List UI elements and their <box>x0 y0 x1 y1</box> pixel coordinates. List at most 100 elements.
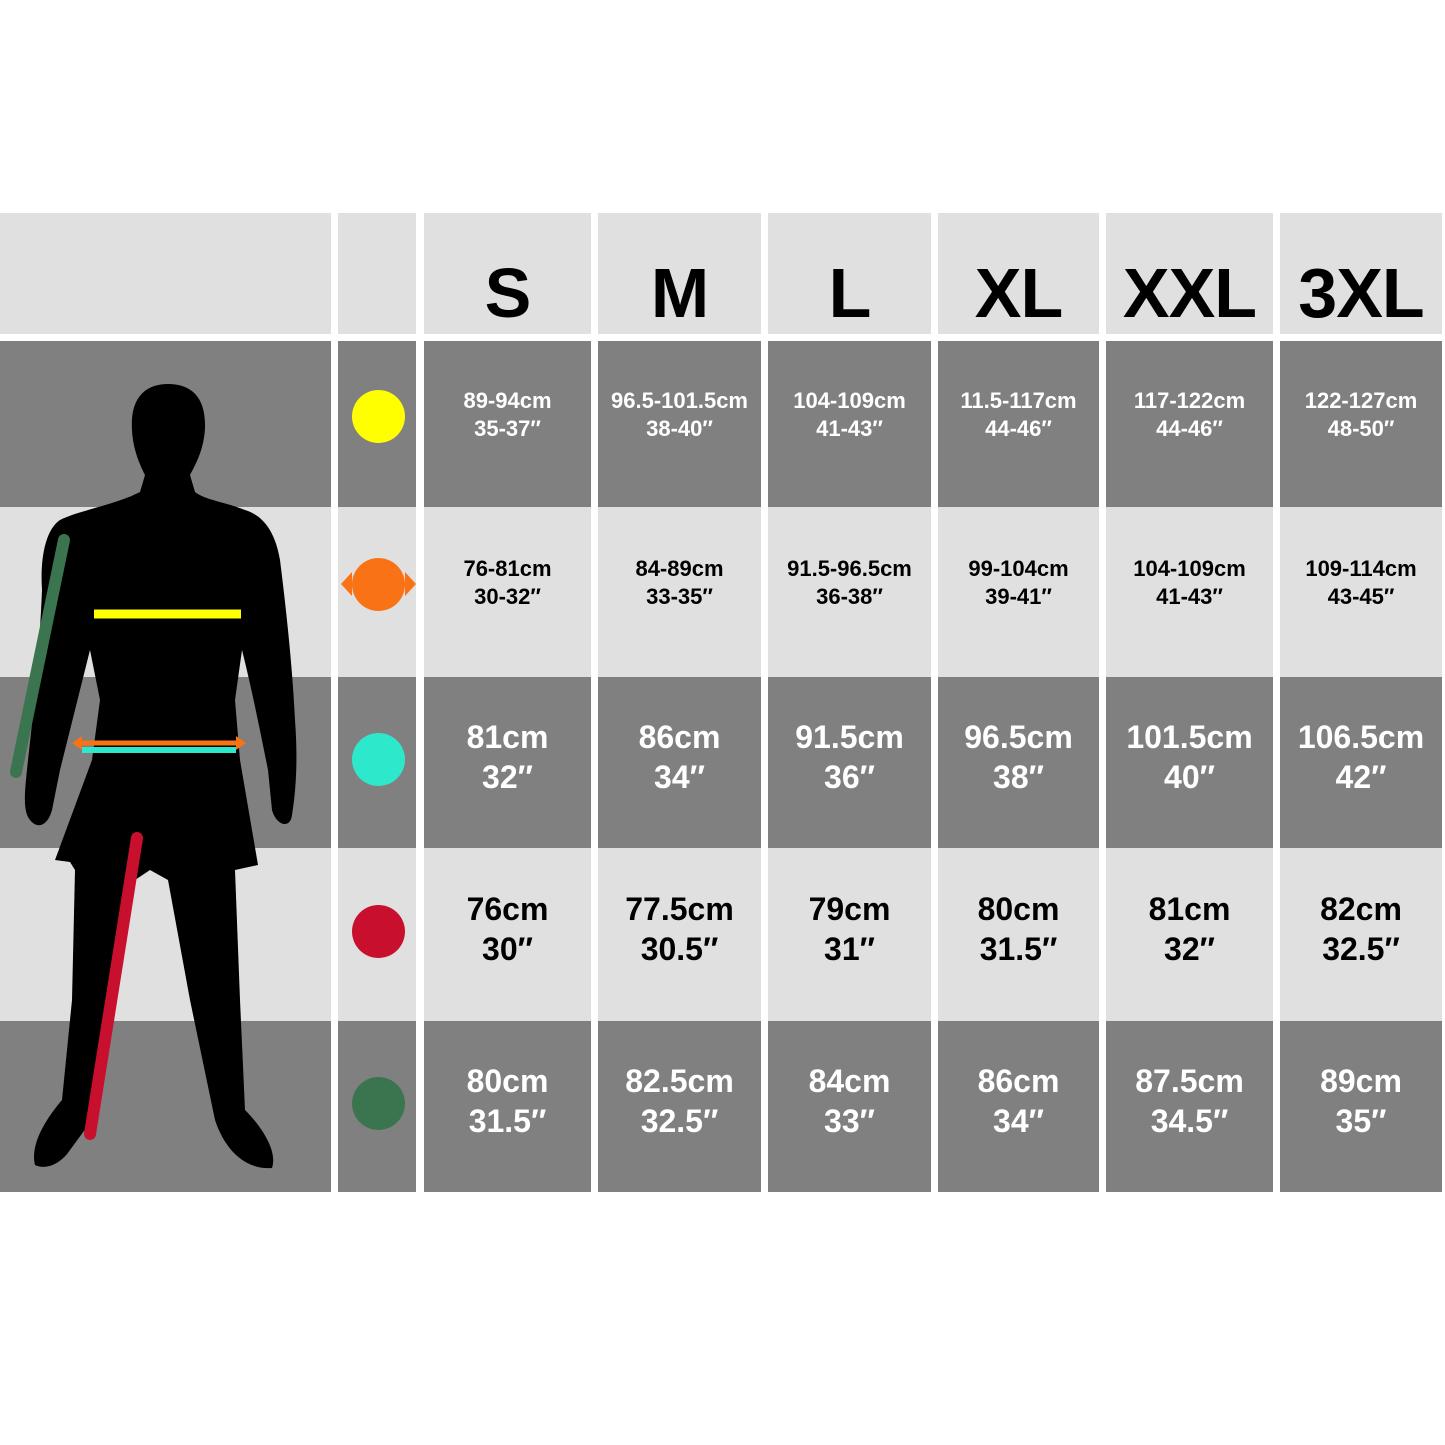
measurement-cell: 86cm 34″ <box>598 677 761 848</box>
measurement-cell: 79cm 31″ <box>768 848 931 1021</box>
measurement-cell: 89-94cm 35-37″ <box>424 341 591 507</box>
inch-value: 32.5″ <box>1322 930 1400 967</box>
cm-value: 104-109cm <box>1133 556 1246 581</box>
cm-value: 89-94cm <box>463 388 552 413</box>
size-header-3xl: 3XL <box>1280 213 1442 334</box>
inch-value: 38″ <box>993 758 1044 795</box>
inch-value: 31.5″ <box>468 1102 547 1139</box>
size-header-s: S <box>424 213 591 334</box>
inch-value: 39-41″ <box>985 584 1052 609</box>
size-label: 3XL <box>1298 253 1424 332</box>
inch-value: 38-40″ <box>646 416 713 441</box>
size-label: XXL <box>1122 253 1257 332</box>
inch-value: 41-43″ <box>1156 584 1223 609</box>
measurement-cell: 109-114cm 43-45″ <box>1280 507 1442 677</box>
cm-value: 81cm <box>466 718 549 755</box>
measurement-cell: 104-109cm 41-43″ <box>768 341 931 507</box>
cm-value: 91.5-96.5cm <box>787 556 912 581</box>
arrow-right-icon <box>405 572 416 596</box>
cm-value: 109-114cm <box>1305 556 1417 581</box>
measurement-cell: 96.5cm 38″ <box>938 677 1099 848</box>
measurement-cell: 76-81cm 30-32″ <box>424 507 591 677</box>
measurement-cell: 82.5cm 32.5″ <box>598 1021 761 1192</box>
measurement-cell: 84cm 33″ <box>768 1021 931 1192</box>
measurement-cell: 122-127cm 48-50″ <box>1280 341 1442 507</box>
measurement-cell: 89cm 35″ <box>1280 1021 1442 1192</box>
inch-value: 35″ <box>1335 1102 1387 1139</box>
inch-value: 30-32″ <box>474 584 541 609</box>
inch-value: 40″ <box>1164 758 1215 795</box>
inch-value: 36-38″ <box>816 584 883 609</box>
cm-value: 106.5cm <box>1297 718 1425 755</box>
sleeve-measure-line <box>10 534 70 778</box>
cm-value: 99-104cm <box>968 556 1069 581</box>
waist-arrow-right-icon <box>236 736 246 750</box>
inch-value: 30″ <box>482 930 533 967</box>
measurement-cell: 80cm 31.5″ <box>938 848 1099 1021</box>
inch-value: 33″ <box>824 1102 875 1139</box>
cm-value: 77.5cm <box>625 890 734 927</box>
cm-value: 101.5cm <box>1126 718 1253 755</box>
inch-value: 43-45″ <box>1327 584 1395 609</box>
silhouette-icon <box>24 384 297 1169</box>
inch-value: 32″ <box>1164 930 1215 967</box>
arrow-left-icon <box>341 572 352 596</box>
inch-value: 30.5″ <box>640 930 719 967</box>
measurement-cell: 87.5cm 34.5″ <box>1106 1021 1273 1192</box>
measurement-cell: 91.5cm 36″ <box>768 677 931 848</box>
measurement-cell: 76cm 30″ <box>424 848 591 1021</box>
inch-value: 44-46″ <box>1156 416 1223 441</box>
cm-value: 91.5cm <box>795 718 904 755</box>
cm-value: 96.5cm <box>964 718 1073 755</box>
measurement-cell: 101.5cm 40″ <box>1106 677 1273 848</box>
size-label: M <box>650 253 709 332</box>
inch-value: 31.5″ <box>979 930 1058 967</box>
inseam-dot-icon <box>352 904 405 958</box>
size-label: XL <box>974 253 1063 332</box>
cm-value: 76cm <box>466 890 549 927</box>
cm-value: 104-109cm <box>793 388 906 413</box>
header-blank <box>0 213 331 334</box>
cm-value: 80cm <box>977 890 1060 927</box>
cm-value: 79cm <box>808 890 891 927</box>
sleeve-dot-icon <box>352 1076 405 1130</box>
size-label: L <box>828 253 872 332</box>
cm-value: 84-89cm <box>635 556 724 581</box>
header-icon-column <box>338 213 416 334</box>
inch-value: 36″ <box>824 758 875 795</box>
waist-dot-icon <box>341 558 416 611</box>
cm-value: 117-122cm <box>1133 388 1246 413</box>
size-header-xxl: XXL <box>1106 213 1273 334</box>
cm-value: 96.5-101.5cm <box>611 388 748 413</box>
measurement-cell: 86cm 34″ <box>938 1021 1099 1192</box>
inseam-measure-line <box>84 832 143 1140</box>
measurement-cell: 81cm 32″ <box>1106 848 1273 1021</box>
chest-dot-icon <box>352 390 405 443</box>
cm-value: 87.5cm <box>1135 1062 1244 1099</box>
body-silhouette <box>10 384 297 1169</box>
inch-value: 42″ <box>1335 758 1387 795</box>
cm-value: 11.5-117cm <box>960 388 1077 413</box>
measurement-cell: 99-104cm 39-41″ <box>938 507 1099 677</box>
inch-value: 31″ <box>824 930 875 967</box>
inch-value: 34.5″ <box>1150 1102 1229 1139</box>
measurement-cell: 11.5-117cm 44-46″ <box>938 341 1099 507</box>
measurement-cell: 84-89cm 33-35″ <box>598 507 761 677</box>
measurement-cell: 106.5cm 42″ <box>1280 677 1442 848</box>
cm-value: 84cm <box>808 1062 891 1099</box>
measurement-cell: 80cm 31.5″ <box>424 1021 591 1192</box>
cm-value: 86cm <box>977 1062 1060 1099</box>
inch-value: 41-43″ <box>816 416 883 441</box>
size-label: S <box>484 253 532 332</box>
size-header-xl: XL <box>938 213 1099 334</box>
cm-value: 122-127cm <box>1304 388 1418 413</box>
inch-value: 32.5″ <box>640 1102 719 1139</box>
cm-value: 82.5cm <box>625 1062 734 1099</box>
size-header-m: M <box>598 213 761 334</box>
waist-arrow-left-icon <box>72 736 82 750</box>
measurement-cell: 82cm 32.5″ <box>1280 848 1442 1021</box>
measurement-cell: 96.5-101.5cm 38-40″ <box>598 341 761 507</box>
size-header-l: L <box>768 213 931 334</box>
measurement-cell: 117-122cm 44-46″ <box>1106 341 1273 507</box>
cm-value: 81cm <box>1148 890 1231 927</box>
